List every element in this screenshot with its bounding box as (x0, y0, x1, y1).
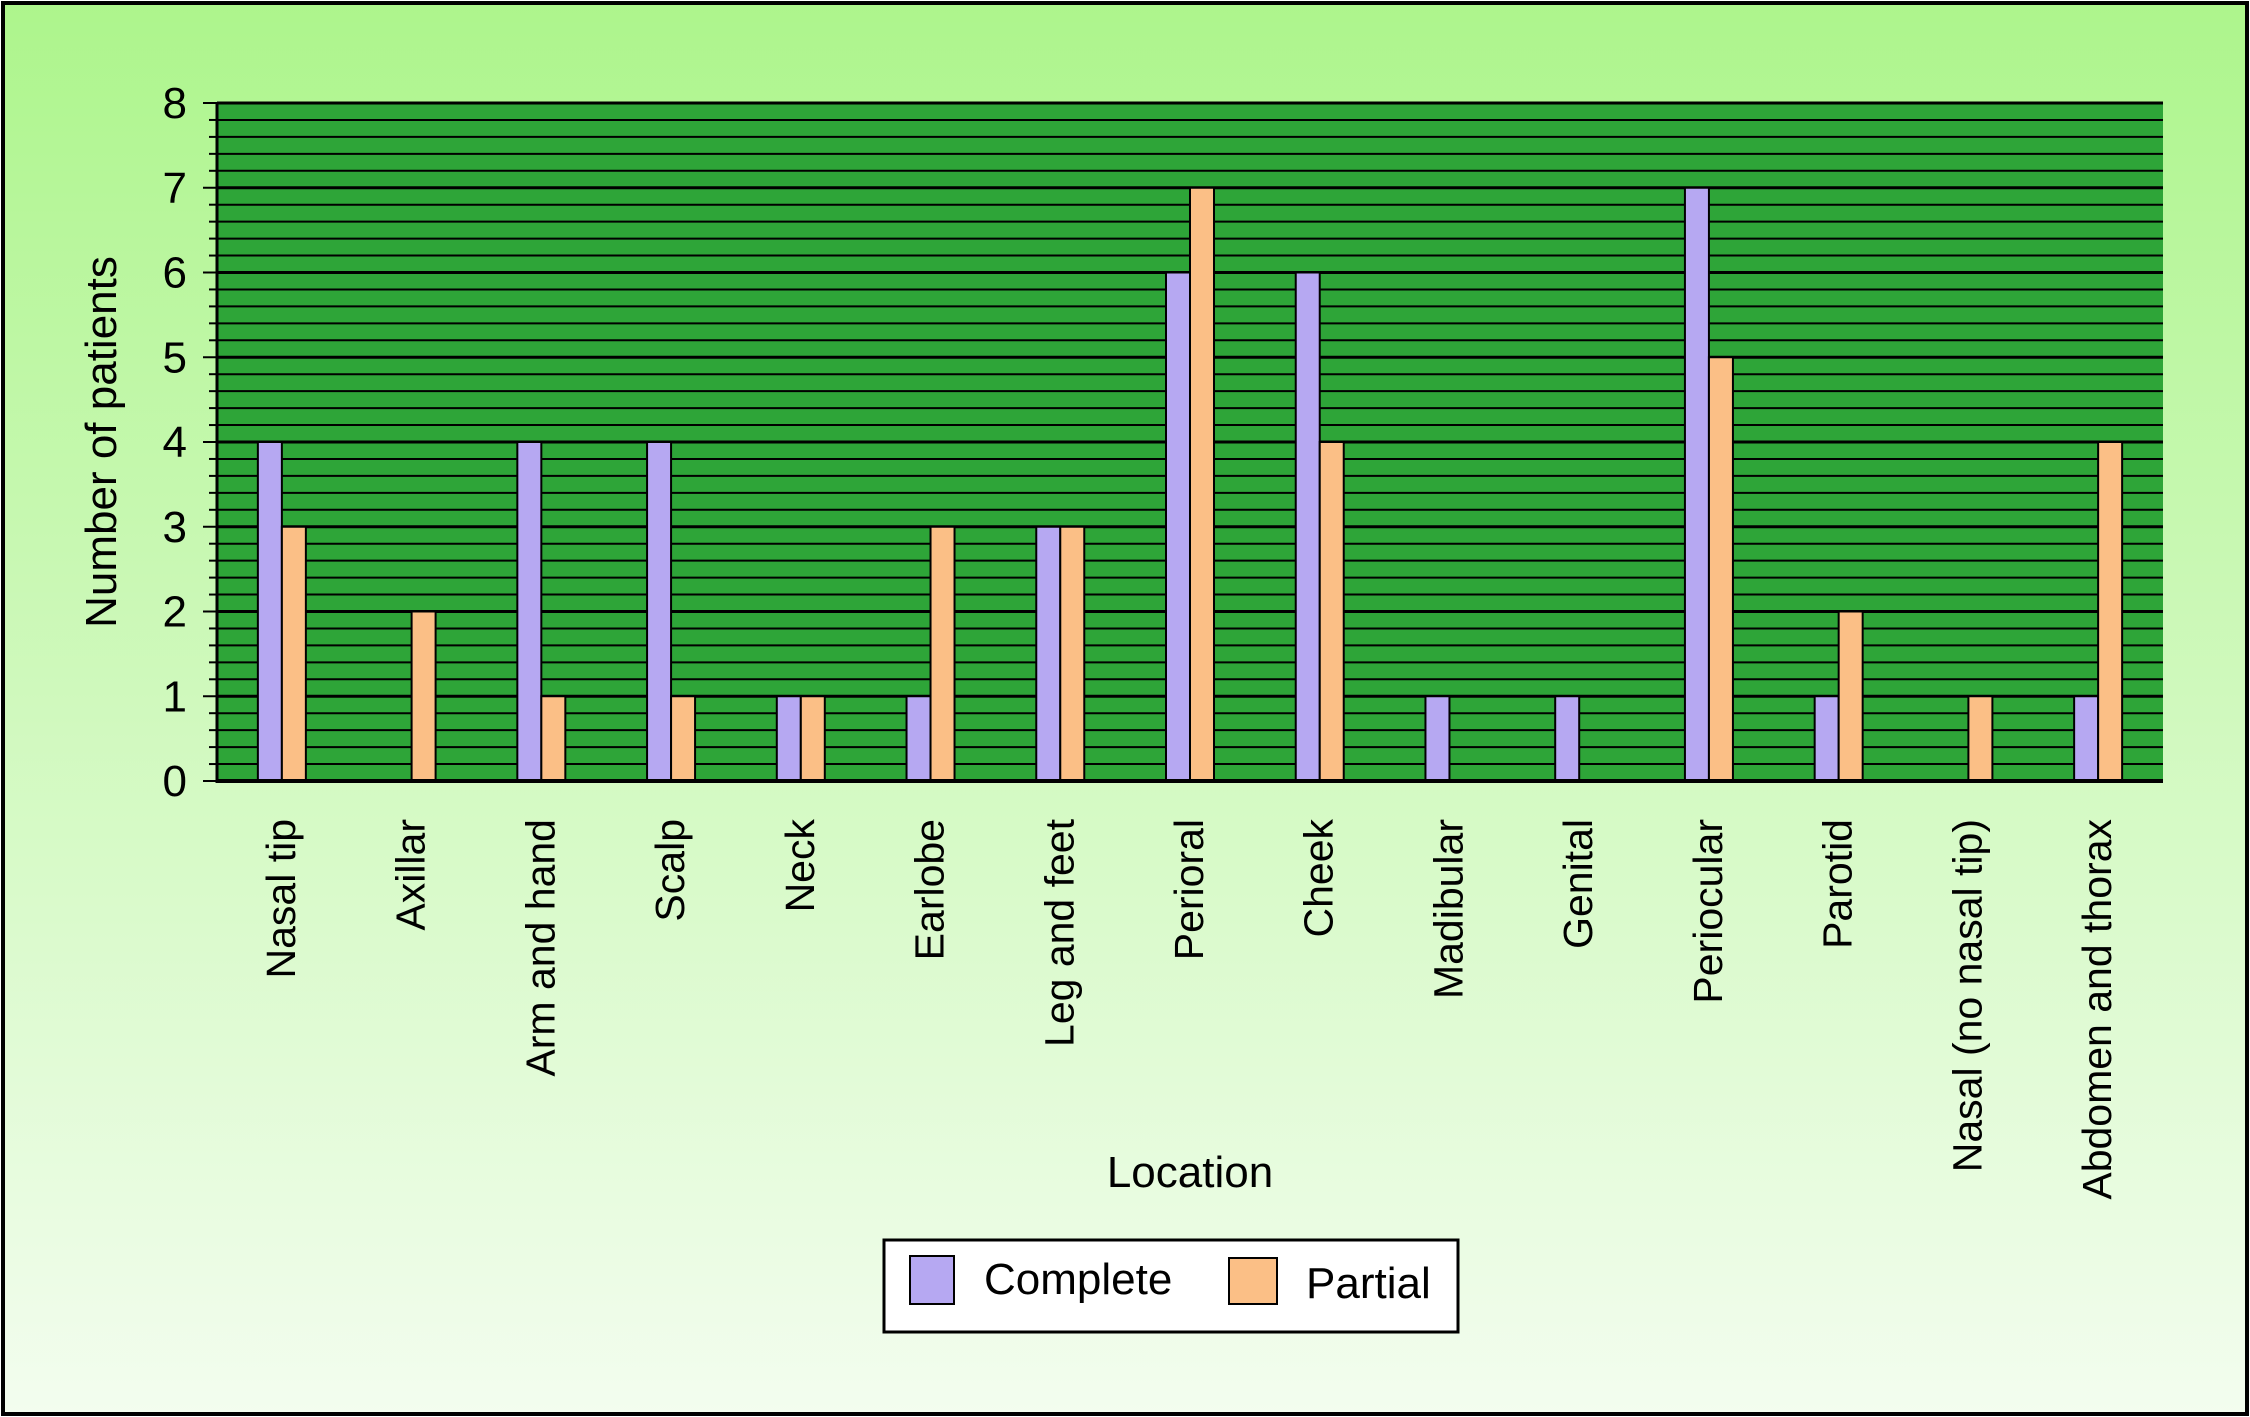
bar-complete-12 (1813, 695, 1840, 782)
bar-complete-11 (1683, 186, 1710, 782)
bar-partial-7 (1189, 186, 1215, 782)
x-category-label: Periocular (1685, 819, 1731, 1004)
x-category-label: Genital (1555, 819, 1601, 949)
bar-partial-1 (410, 610, 437, 782)
y-tick-label: 6 (163, 249, 187, 298)
x-category-label: Scalp (647, 819, 693, 922)
x-category-label: Abdomen and thorax (2074, 819, 2120, 1200)
bar-complete-0 (256, 441, 283, 782)
y-tick-label: 5 (163, 333, 187, 382)
bar-partial-11 (1707, 356, 1734, 782)
bar-complete-8 (1294, 271, 1321, 782)
x-category-labels: Nasal tip Axillar Arm and hand Scalp Neck Ear… (258, 818, 2120, 1199)
legend-swatch-complete (909, 1255, 955, 1305)
axes (203, 102, 2163, 783)
x-category-label: Leg and feet (1036, 818, 1082, 1047)
bar-complete-7 (1165, 271, 1191, 782)
bar-partial-8 (1318, 441, 1345, 782)
bar-partial-12 (1837, 610, 1864, 782)
x-category-label: Parotid (1815, 819, 1861, 949)
y-tick-label: 2 (163, 588, 187, 637)
bar-complete-2 (516, 441, 543, 782)
bar-partial-2 (540, 695, 567, 782)
y-axis-title: Number of patients (77, 256, 126, 628)
y-tick-label: 4 (163, 418, 187, 467)
bar-partial-13 (1967, 695, 1994, 782)
y-tick-label: 1 (163, 672, 187, 721)
legend-box (882, 1238, 1460, 1334)
x-category-label: Nasal (no nasal tip) (1944, 819, 1990, 1172)
bar-complete-6 (1035, 525, 1062, 782)
y-tick-label: 3 (163, 503, 187, 552)
x-category-label: Madibular (1425, 819, 1471, 999)
y-tick-label: 8 (163, 79, 187, 128)
x-category-label: Axillar (388, 819, 434, 931)
x-category-label: Perioral (1166, 819, 1212, 960)
bar-complete-3 (646, 441, 673, 782)
bar-partial-4 (799, 695, 826, 782)
bar-complete-14 (2073, 695, 2100, 782)
y-tick-labels: 0 1 2 3 4 5 6 7 8 (163, 79, 187, 806)
bar-partial-3 (670, 695, 697, 782)
bar-complete-10 (1554, 695, 1581, 782)
legend-swatch-partial (1228, 1257, 1278, 1305)
bars (256, 186, 2124, 782)
x-category-label: Neck (777, 819, 823, 913)
bar-partial-0 (280, 525, 307, 782)
bar-complete-9 (1424, 695, 1451, 782)
x-category-label: Cheek (1296, 819, 1342, 938)
legend-label-partial: Partial (1306, 1259, 1431, 1308)
y-tick-label: 7 (163, 164, 187, 213)
bar-partial-5 (929, 525, 956, 782)
y-tick-label: 0 (163, 757, 187, 806)
x-axis-title: Location (1107, 1148, 1273, 1197)
bar-complete-5 (905, 695, 932, 782)
legend-label-complete: Complete (984, 1255, 1172, 1304)
x-category-label: Earlobe (907, 819, 953, 960)
bar-partial-14 (2097, 441, 2124, 782)
legend: Complete Partial (882, 1238, 1460, 1334)
x-category-label: Arm and hand (517, 819, 563, 1077)
bar-complete-4 (775, 695, 802, 782)
x-category-label: Nasal tip (258, 819, 304, 979)
bar-partial-6 (1059, 525, 1086, 782)
